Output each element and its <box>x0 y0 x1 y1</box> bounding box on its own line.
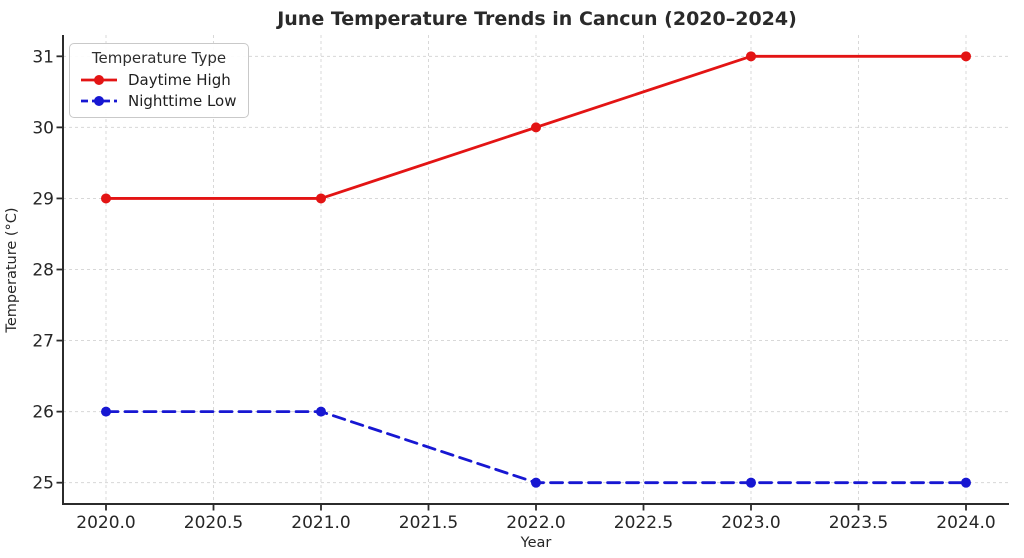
x-tick-label: 2023.0 <box>721 513 780 533</box>
series-layer <box>101 51 971 488</box>
tick-layer: 2020.0 2020.5 2021.0 2021.5 2022.0 2022.5 2023… <box>32 47 995 533</box>
legend-item-nighttime-low: Nighttime Low <box>79 92 239 110</box>
daytime-high-line-sample <box>81 75 117 85</box>
x-axis-label: Year <box>520 535 552 551</box>
legend-title: Temperature Type <box>91 49 227 67</box>
data-point-marker-nighttime-low <box>316 406 326 417</box>
y-tick-label: 27 <box>32 332 54 352</box>
chart-title: June Temperature Trends in Cancun (2020–… <box>275 8 797 30</box>
data-point-marker-daytime-high <box>746 51 756 62</box>
data-point-marker-daytime-high <box>316 193 326 204</box>
y-tick-label: 29 <box>32 189 54 209</box>
legend-item-daytime-high: Daytime High <box>79 71 239 89</box>
y-axis-label: Temperature (°C) <box>4 207 20 333</box>
y-tick-label: 30 <box>32 118 54 138</box>
legend: Temperature Type Daytime High Nighttime … <box>69 43 249 118</box>
y-tick-label: 31 <box>32 47 54 67</box>
x-tick-label: 2020.0 <box>76 513 135 533</box>
x-tick-label: 2023.5 <box>829 513 888 533</box>
data-point-marker-nighttime-low <box>531 477 541 488</box>
x-tick-label: 2020.5 <box>184 513 243 533</box>
x-tick-label: 2022.0 <box>506 513 565 533</box>
y-tick-label: 26 <box>32 403 54 423</box>
nighttime-low-line-sample <box>81 96 117 106</box>
legend-item-label: Daytime High <box>128 71 231 89</box>
data-point-marker-nighttime-low <box>746 477 756 488</box>
legend-item-label: Nighttime Low <box>128 92 237 110</box>
data-point-marker-nighttime-low <box>101 406 111 417</box>
x-tick-label: 2021.5 <box>399 513 458 533</box>
y-tick-label: 28 <box>32 261 54 281</box>
series-line-nighttime-low <box>104 410 968 485</box>
data-point-marker-nighttime-low <box>961 477 971 488</box>
data-point-marker-daytime-high <box>101 193 111 204</box>
x-tick-label: 2022.5 <box>614 513 673 533</box>
x-tick-label: 2021.0 <box>291 513 350 533</box>
data-point-marker-daytime-high <box>531 122 541 133</box>
data-point-marker-daytime-high <box>961 51 971 62</box>
y-tick-label: 25 <box>32 474 54 494</box>
x-tick-label: 2024.0 <box>936 513 995 533</box>
